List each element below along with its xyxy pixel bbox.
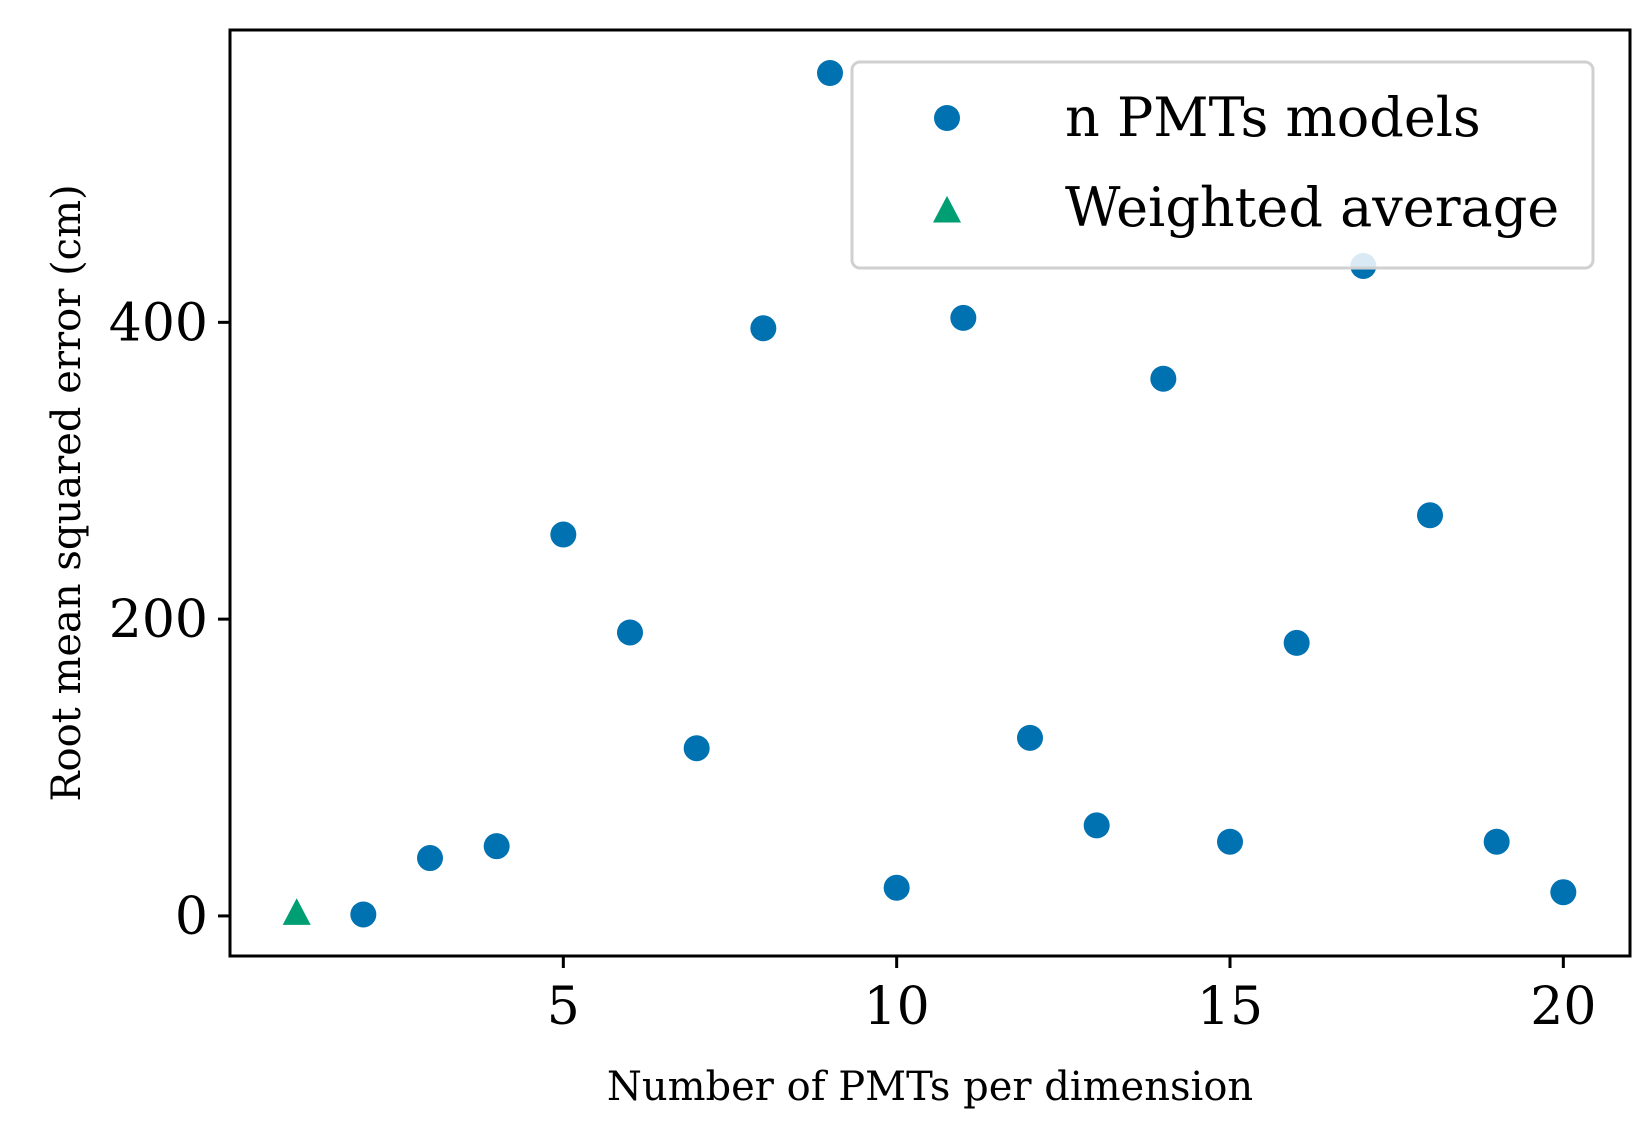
data-point-circle <box>483 833 510 860</box>
plot-frame <box>228 28 1632 958</box>
legend-marker-triangle <box>933 195 961 223</box>
legend-label-n-pmts-models: n PMTs models <box>1065 86 1481 149</box>
y-tick-label: 400 <box>109 293 208 353</box>
data-point-circle <box>550 521 577 548</box>
data-point-circle <box>1483 828 1510 855</box>
y-axis-title: Root mean squared error (cm) <box>44 184 90 801</box>
data-point-circle <box>1217 828 1243 855</box>
data-point-triangle <box>282 898 311 925</box>
x-tick-label: 15 <box>1197 977 1263 1037</box>
data-point-circle <box>1550 879 1577 906</box>
data-point-circle <box>950 304 977 331</box>
x-tick-label: 10 <box>864 977 930 1037</box>
x-tick-label: 5 <box>547 977 580 1037</box>
data-point-circle <box>883 874 910 901</box>
x-axis-title: Number of PMTs per dimension <box>607 1064 1253 1110</box>
data-point-circle <box>1083 812 1110 839</box>
legend-box <box>850 60 1595 270</box>
data-point-circle <box>1417 502 1443 529</box>
data-point-circle <box>817 60 843 87</box>
x-tick-label: 20 <box>1530 977 1596 1037</box>
y-tick-label: 200 <box>109 590 208 650</box>
data-point-circle <box>683 735 710 762</box>
data-point-circle <box>417 845 443 872</box>
chart-marks <box>282 60 1577 928</box>
legend: n PMTs models Weighted average <box>850 60 1595 270</box>
data-point-circle <box>1283 629 1310 656</box>
legend-label-weighted-average: Weighted average <box>1065 176 1559 239</box>
y-tick-label: 0 <box>175 887 208 947</box>
data-point-circle <box>1150 365 1177 392</box>
data-point-circle <box>617 619 643 646</box>
data-point-circle <box>1017 724 1043 751</box>
legend-marker-circle <box>934 105 960 131</box>
data-point-circle <box>350 901 377 928</box>
data-point-circle <box>750 315 777 342</box>
